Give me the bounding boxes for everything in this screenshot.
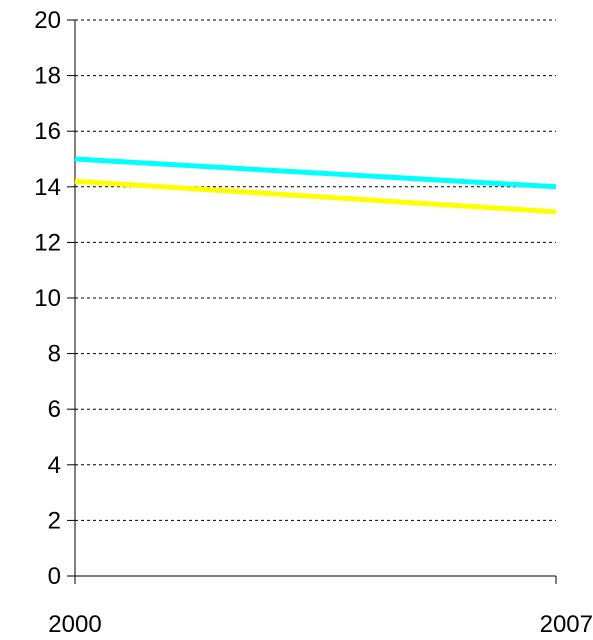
y-tick-label: 12: [34, 229, 61, 256]
y-tick-label: 18: [34, 63, 61, 90]
axis-layer: [67, 19, 557, 584]
y-tick-label: 14: [34, 174, 61, 201]
y-tick-label: 16: [34, 118, 61, 145]
series-line-2: [74, 178, 557, 215]
series-layer: [74, 156, 557, 215]
grid-layer: [75, 19, 556, 521]
y-tick-label: 10: [34, 285, 61, 312]
y-tick-label: 8: [48, 341, 61, 368]
y-tick-label: 6: [48, 396, 61, 423]
y-tick-label: 4: [48, 452, 61, 479]
series-line-1: [74, 156, 557, 190]
y-tick-label: 2: [48, 507, 61, 534]
x-tick-label: 2007: [540, 611, 593, 638]
label-layer: 0 2 4 6 8 10 12 14 16 18 20 2000 2007: [34, 7, 593, 638]
y-tick-label: 0: [48, 563, 61, 590]
x-tick-label: 2000: [48, 611, 101, 638]
y-tick-label: 20: [34, 7, 61, 34]
